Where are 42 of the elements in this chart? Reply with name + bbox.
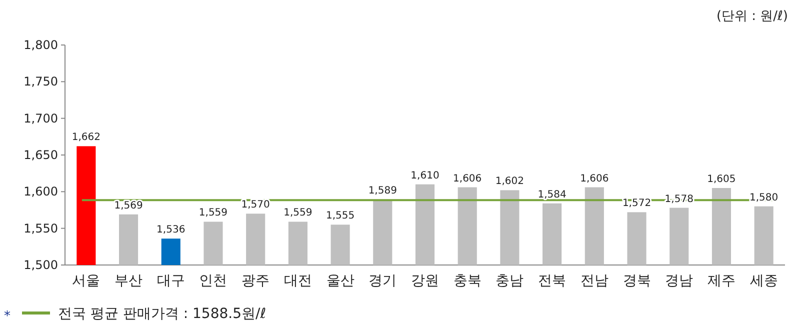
data-label: 1,569 [114, 200, 143, 212]
data-label: 1,570 [241, 200, 270, 211]
y-tick-label: 1,700 [24, 111, 58, 126]
x-tick-label: 광주 [242, 273, 270, 289]
x-tick-label: 경북 [622, 273, 651, 289]
data-label: 1,589 [368, 186, 397, 197]
x-tick-label: 대전 [284, 273, 312, 289]
x-tick-label: 서울 [72, 273, 100, 289]
data-label: 1,559 [284, 208, 312, 219]
y-tick-label: 1,750 [24, 74, 58, 89]
x-tick-label: 충북 [453, 273, 482, 289]
x-tick-label: 대구 [156, 273, 185, 289]
y-tick-label: 1,800 [24, 38, 58, 52]
x-tick-label: 전북 [538, 273, 566, 289]
x-tick-label: 경기 [368, 273, 397, 289]
data-label: 1,536 [156, 224, 186, 236]
data-label: 1,602 [495, 176, 524, 188]
x-tick-label: 울산 [326, 273, 354, 289]
data-label: 1,606 [580, 173, 609, 184]
y-tick-label: 1,550 [24, 221, 58, 236]
y-tick-label: 1,600 [24, 184, 58, 199]
x-tick-label: 강원 [411, 273, 439, 289]
data-label: 1,610 [410, 170, 440, 182]
data-label: 1,605 [707, 174, 736, 185]
text: (단위 : 원/ℓ) [716, 9, 788, 24]
x-tick-label: 전남 [580, 273, 608, 289]
x-tick-label: 부산 [114, 273, 143, 289]
data-label: 1,559 [198, 208, 228, 219]
text: * [4, 309, 11, 324]
y-tick-label: 1,650 [24, 148, 58, 162]
x-tick-label: 경남 [665, 273, 694, 289]
data-label: 1,555 [326, 210, 355, 222]
data-label: 1,606 [453, 173, 482, 184]
data-label: 1,572 [622, 198, 652, 210]
data-label: 1,584 [538, 189, 566, 200]
data-label: 1,662 [72, 132, 100, 144]
x-tick-label: 제주 [707, 273, 736, 289]
x-tick-label: 인천 [199, 273, 228, 289]
legend-label: 전국 평균 판매가격 : 1588.5원/ℓ [58, 306, 266, 322]
y-tick-label: 1,500 [24, 258, 58, 272]
x-tick-label: 충남 [496, 273, 524, 289]
x-tick-label: 세종 [750, 273, 778, 289]
